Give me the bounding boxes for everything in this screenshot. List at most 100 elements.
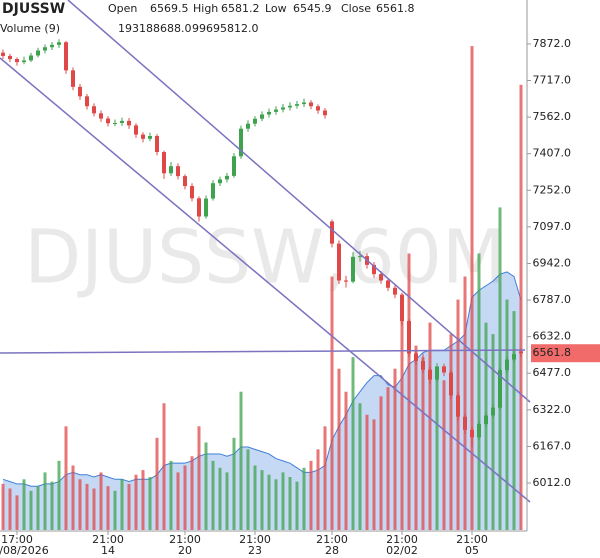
candle-body	[470, 429, 474, 438]
candle-body	[246, 123, 250, 129]
candle-body	[421, 360, 425, 370]
volume-bar	[78, 479, 82, 530]
candle-body	[351, 256, 355, 282]
candle-body	[190, 186, 194, 199]
candle-body	[155, 135, 159, 153]
volume-bar	[43, 472, 47, 530]
volume-bar	[113, 490, 117, 530]
candle-body	[64, 42, 68, 71]
volume-bar	[407, 253, 411, 530]
volume-bar	[428, 322, 432, 530]
volume-bar	[337, 368, 341, 530]
y-tick-label: 6322.0	[533, 403, 572, 416]
volume-ma-value: 99695812.0	[192, 22, 258, 35]
volume-bar	[120, 479, 124, 530]
volume-bar	[71, 465, 75, 530]
volume-bar	[463, 276, 467, 530]
volume-bar	[141, 470, 145, 530]
candle-body	[302, 102, 306, 105]
candle-body	[85, 96, 89, 107]
candle-body	[29, 55, 33, 61]
ohlc-value: 6545.9	[293, 2, 332, 15]
last-price-tag	[531, 344, 600, 363]
volume-bar	[183, 465, 187, 530]
candle-body	[484, 415, 488, 424]
plot-area	[1, 39, 523, 531]
volume-bar	[162, 403, 166, 530]
ohlc-label: Close	[341, 2, 371, 15]
volume-bar	[344, 391, 348, 530]
x-date-label: 01/08/2026	[0, 544, 49, 557]
volume-bar	[512, 311, 516, 530]
last-price-label: 6561.8	[533, 346, 572, 359]
volume-bar	[8, 488, 12, 530]
y-tick-label: 7717.0	[533, 74, 572, 87]
volume-bar	[351, 357, 355, 530]
volume-bar	[204, 442, 208, 530]
ohlc-label: Open	[108, 2, 137, 15]
volume-bar	[400, 311, 404, 530]
volume-bar	[323, 426, 327, 530]
candle-body	[197, 198, 201, 217]
candle-body	[134, 125, 138, 135]
candle-body	[50, 44, 54, 48]
y-tick-label: 6787.0	[533, 293, 572, 306]
volume-bar	[477, 253, 481, 530]
volume-bar	[57, 460, 61, 530]
candle-body	[22, 60, 26, 63]
x-tick-label: 21:00	[239, 533, 271, 546]
volume-bar	[442, 380, 446, 530]
candle-body	[78, 86, 82, 97]
candle-body	[57, 42, 61, 45]
x-date-label: 02/02	[386, 544, 418, 557]
volume-value: 193188688.0	[118, 22, 191, 35]
candle-body	[435, 366, 439, 380]
volume-bar	[85, 483, 89, 530]
candle-body	[8, 55, 12, 60]
x-date-label: 23	[248, 544, 262, 557]
volume-bar	[225, 472, 229, 530]
volume-bar	[29, 490, 33, 530]
candle-body	[183, 176, 187, 187]
volume-bar	[246, 449, 250, 530]
volume-bar	[302, 467, 306, 530]
volume-bar	[50, 481, 54, 530]
volume-bar	[92, 488, 96, 530]
candle-body	[309, 102, 313, 107]
candle-body	[372, 264, 376, 275]
x-tick-label: 21:00	[169, 533, 201, 546]
horizontal-drawing-line	[0, 349, 526, 354]
y-tick-label: 6477.0	[533, 366, 572, 379]
candle-body	[43, 47, 47, 51]
volume-bar	[1, 483, 5, 530]
candle-body	[386, 280, 390, 288]
candle-body	[253, 118, 257, 124]
volume-bar	[239, 391, 243, 530]
candle-body	[113, 122, 117, 124]
x-date-label: 05	[465, 544, 479, 557]
y-tick-label: 7407.0	[533, 147, 572, 160]
candle-body	[239, 128, 243, 157]
ohlc-label: High	[193, 2, 218, 15]
x-tick-label: 17:00	[1, 533, 33, 546]
volume-bar	[211, 460, 215, 530]
candle-body	[477, 424, 481, 438]
candle-body	[260, 114, 264, 119]
candle-body	[400, 294, 404, 322]
volume-bar	[379, 396, 383, 530]
candle-body	[456, 395, 460, 417]
volume-bar	[274, 479, 278, 530]
volume-bar	[316, 449, 320, 530]
volume-bar	[127, 483, 131, 530]
volume-bar	[288, 477, 292, 530]
x-tick-label: 21:00	[456, 533, 488, 546]
x-date-label: 20	[178, 544, 192, 557]
volume-bar	[260, 470, 264, 530]
candle-body	[120, 120, 124, 123]
x-date-label: 28	[325, 544, 339, 557]
volume-bar	[505, 299, 509, 530]
candle-body	[428, 369, 432, 380]
ohlc-value: 6569.5	[150, 2, 189, 15]
volume-bar	[148, 477, 152, 530]
volume-bar	[519, 84, 523, 531]
